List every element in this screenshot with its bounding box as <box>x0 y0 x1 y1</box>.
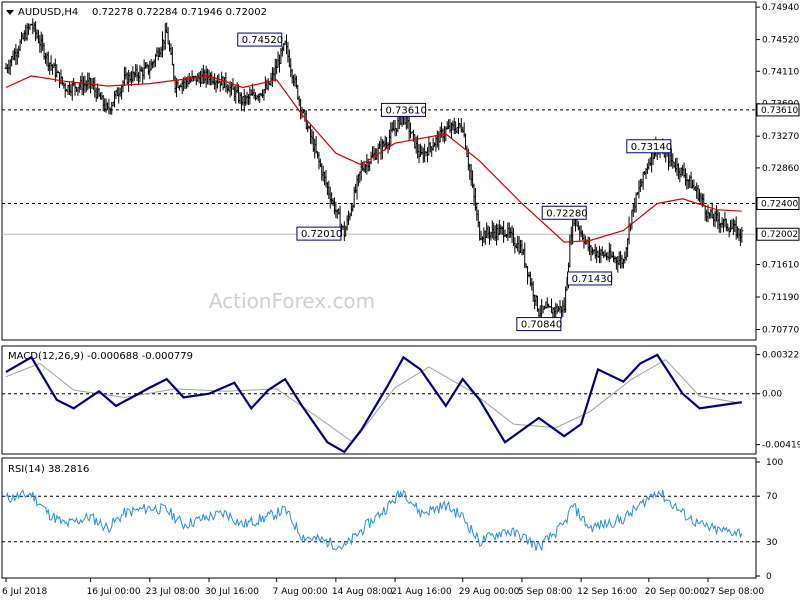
callout-box-1 <box>381 102 427 117</box>
price-axis-label-1: 0.74520 <box>762 36 799 46</box>
price-panel-frame <box>1 1 757 341</box>
rsi-panel-frame <box>1 457 757 579</box>
callout-label-5: 0.70840 <box>521 320 562 331</box>
price-callouts: 0.74520 0.73610 0.72010 0.72280 0.71430 0.708… <box>237 32 672 332</box>
rsi-axis-label-1: 70 <box>766 492 778 502</box>
price-axis-label-0: 0.74940 <box>762 3 799 13</box>
macd-axis-label-1: 0.00 <box>762 390 782 400</box>
x-axis-label-3: 30 Jul 16:00 <box>205 587 259 597</box>
macd-layer: 0.003223 0.00 -0.004191 <box>2 351 800 454</box>
x-axis: 6 Jul 2018 16 Jul 00:00 23 Jul 08:00 30 Jul… <box>2 578 764 597</box>
price-axis-label-10: 0.70770 <box>762 325 799 335</box>
callout-label-3: 0.72280 <box>546 208 587 219</box>
level-label-0: 0.73610 <box>761 106 798 116</box>
macd-axis-label-0: 0.003223 <box>762 351 800 361</box>
callout-box-6 <box>626 139 672 154</box>
level-label-box-1 <box>756 196 800 210</box>
x-axis-label-7: 29 Aug 00:00 <box>459 587 520 597</box>
level-label-2: 0.72002 <box>761 230 798 240</box>
callout-label-4: 0.71430 <box>572 274 613 285</box>
callout-label-2: 0.72010 <box>301 229 342 240</box>
x-axis-label-8: 5 Sep 08:00 <box>518 587 573 597</box>
x-axis-label-2: 23 Jul 08:00 <box>146 587 200 597</box>
price-axis-label-9: 0.71190 <box>762 293 799 303</box>
rsi-axis-label-2: 30 <box>766 538 778 548</box>
price-axis-label-4: 0.73270 <box>762 132 799 142</box>
price-grid <box>2 109 756 235</box>
price-axis-label-2: 0.74110 <box>762 67 799 77</box>
x-axis-label-11: 27 Sep 08:00 <box>704 587 764 597</box>
level-label-box-0 <box>756 103 800 117</box>
x-axis-label-0: 6 Jul 2018 <box>2 587 47 597</box>
level-label-box-2 <box>756 227 800 241</box>
macd-line <box>5 353 742 454</box>
callout-box-2 <box>296 226 342 241</box>
moving-average-layer <box>5 75 742 243</box>
macd-title: MACD(12,26,9) -0.000688 -0.000779 <box>8 351 193 362</box>
level-label-1: 0.72400 <box>761 199 798 209</box>
rsi-line <box>5 489 743 551</box>
price-axis: 0.749400.745200.741100.736900.732700.728… <box>756 3 800 335</box>
x-axis-label-5: 14 Aug 08:00 <box>332 587 393 597</box>
macd-signal-line <box>5 359 742 443</box>
ohlc-readout: 0.72278 0.72284 0.71946 0.72002 <box>92 7 267 18</box>
rsi-axis-label-0: 100 <box>766 458 783 468</box>
x-axis-label-10: 20 Sep 00:00 <box>645 587 705 597</box>
callout-label-6: 0.73140 <box>631 142 672 153</box>
rsi-title: RSI(14) 38.2816 <box>8 464 89 475</box>
callout-label-1: 0.73610 <box>386 105 427 116</box>
price-axis-label-8: 0.71610 <box>762 261 799 271</box>
callout-label-0: 0.74520 <box>242 35 283 46</box>
x-axis-label-6: 21 Aug 16:00 <box>391 587 452 597</box>
x-axis-label-9: 12 Sep 16:00 <box>577 587 637 597</box>
callout-box-3 <box>541 205 587 220</box>
callout-box-5 <box>516 317 562 332</box>
moving-average-line <box>5 75 742 243</box>
callout-box-4 <box>567 271 613 286</box>
watermark: ActionForex.com <box>209 289 375 313</box>
dropdown-arrow-icon[interactable] <box>6 10 14 15</box>
x-axis-label-4: 7 Aug 00:00 <box>273 587 328 597</box>
symbol-label: AUDUSD,H4 <box>18 7 78 18</box>
macd-axis-label-2: -0.004191 <box>762 441 800 451</box>
price-axis-label-5: 0.72860 <box>762 164 799 174</box>
x-axis-label-1: 16 Jul 00:00 <box>87 587 141 597</box>
rsi-axis-label-3: 0 <box>766 572 772 582</box>
rsi-layer: 100 70 30 0 <box>2 458 783 582</box>
callout-box-0 <box>237 32 283 47</box>
